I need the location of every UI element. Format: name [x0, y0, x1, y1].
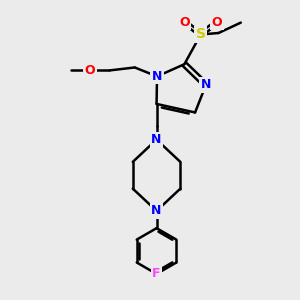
Text: N: N	[152, 70, 162, 83]
Text: N: N	[152, 133, 162, 146]
Text: O: O	[212, 16, 222, 28]
Text: O: O	[85, 64, 95, 77]
Text: N: N	[201, 79, 211, 92]
Text: F: F	[152, 267, 161, 280]
Text: N: N	[152, 204, 162, 218]
Text: O: O	[179, 16, 190, 28]
Text: S: S	[196, 28, 206, 41]
